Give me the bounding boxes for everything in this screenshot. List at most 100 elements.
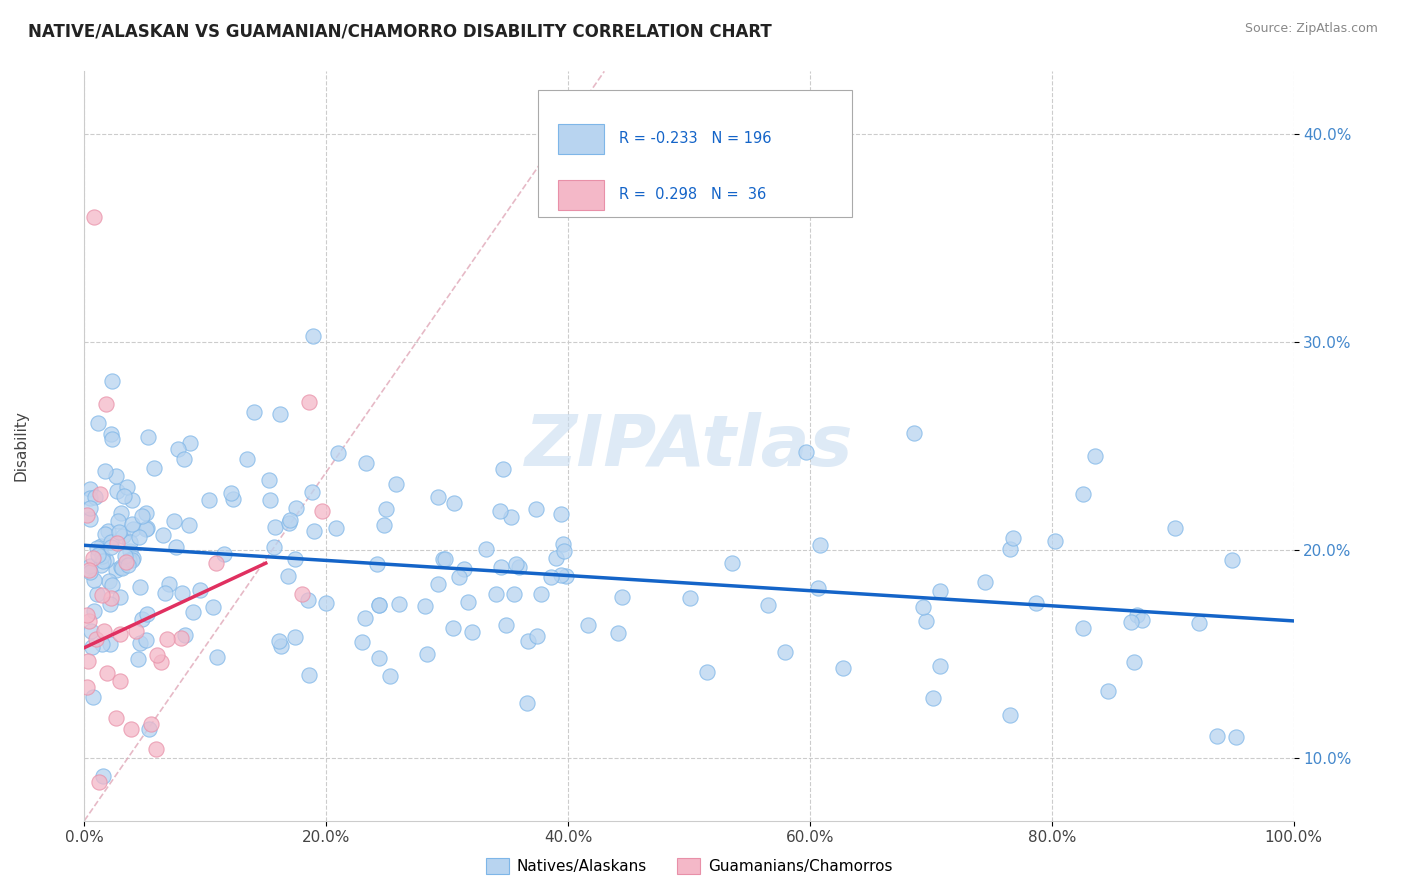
Y-axis label: Disability: Disability [14, 410, 28, 482]
Point [1119, 615, 1142, 630]
Point [922, 690, 945, 705]
Point [117, 558, 139, 573]
Point [83, 604, 105, 618]
Point [1132, 613, 1154, 627]
Point [235, 452, 257, 467]
Point [911, 599, 934, 614]
Point [114, 549, 136, 564]
Point [284, 630, 307, 644]
Point [354, 611, 377, 625]
Point [165, 540, 187, 554]
Point [170, 586, 193, 600]
Point [76, 680, 98, 694]
Point [378, 669, 401, 683]
Point [120, 534, 142, 549]
Point [517, 633, 540, 648]
Point [1220, 552, 1243, 566]
Point [83, 490, 105, 504]
Point [1001, 532, 1024, 546]
Point [291, 586, 314, 600]
Point [118, 553, 141, 567]
Point [606, 625, 628, 640]
Point [794, 444, 817, 458]
Point [105, 535, 128, 549]
Point [110, 560, 132, 574]
Point [79, 559, 101, 574]
Point [149, 655, 172, 669]
Point [489, 504, 512, 518]
Point [77, 564, 100, 578]
Point [181, 605, 204, 619]
Point [155, 585, 177, 599]
Point [91, 769, 114, 783]
Point [576, 618, 599, 632]
Point [105, 469, 128, 483]
Point [721, 556, 744, 570]
Point [205, 650, 228, 665]
Point [551, 537, 574, 551]
Point [136, 429, 159, 443]
Point [135, 521, 157, 535]
Point [475, 541, 498, 556]
Point [157, 577, 180, 591]
Point [90, 588, 112, 602]
Point [269, 407, 291, 421]
Point [807, 581, 830, 595]
Point [82, 690, 104, 704]
Point [413, 599, 436, 613]
Point [278, 513, 301, 527]
Point [1187, 615, 1209, 630]
Point [111, 561, 134, 575]
Point [492, 462, 515, 476]
Point [461, 624, 484, 639]
Point [367, 598, 389, 612]
Point [163, 514, 186, 528]
Point [90, 637, 112, 651]
Point [524, 502, 547, 516]
Point [79, 614, 101, 628]
Point [125, 624, 148, 638]
Point [112, 489, 135, 503]
Point [201, 599, 224, 614]
Point [188, 582, 211, 597]
Point [94, 397, 117, 411]
Point [82, 551, 104, 566]
Point [270, 639, 292, 653]
Point [368, 598, 391, 612]
Point [174, 628, 197, 642]
Point [553, 544, 575, 558]
Point [610, 590, 633, 604]
Point [530, 587, 553, 601]
Point [145, 742, 167, 756]
Point [374, 501, 396, 516]
Point [433, 552, 456, 566]
Point [974, 574, 997, 589]
Point [121, 516, 143, 531]
Point [115, 480, 138, 494]
Point [91, 554, 114, 568]
Point [302, 329, 325, 343]
Point [82, 640, 104, 654]
Point [277, 569, 299, 583]
Bar [558, 124, 605, 153]
Point [505, 558, 527, 572]
Point [84, 632, 107, 646]
Point [121, 553, 143, 567]
Point [101, 433, 124, 447]
Point [354, 456, 377, 470]
Point [443, 496, 465, 510]
Point [167, 442, 190, 456]
Point [197, 492, 219, 507]
Point [135, 521, 157, 535]
Point [146, 648, 169, 662]
Point [550, 507, 572, 521]
Point [131, 509, 153, 524]
Point [1071, 622, 1094, 636]
Point [86, 855, 108, 870]
Point [267, 633, 290, 648]
Point [278, 516, 301, 531]
Point [259, 492, 281, 507]
Point [170, 631, 193, 645]
Point [118, 544, 141, 558]
Point [100, 426, 122, 441]
